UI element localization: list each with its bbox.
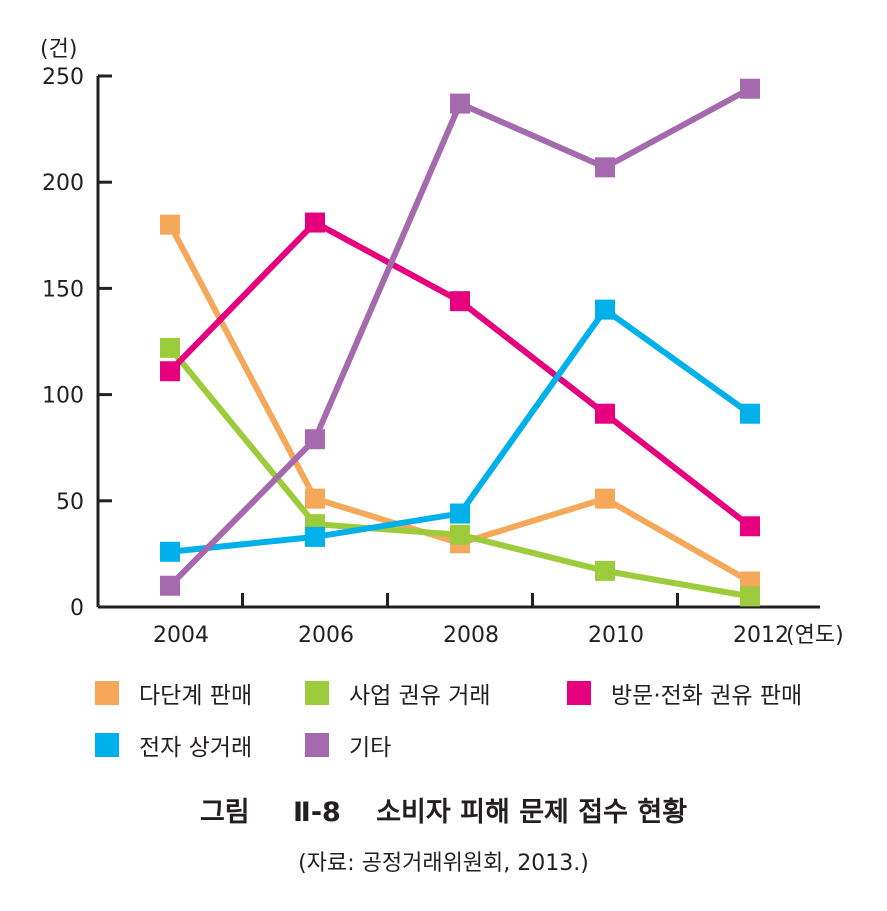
legend-item: 전자 상거래: [95, 728, 252, 762]
legend-item: 사업 권유 거래: [305, 676, 491, 710]
legend-swatch: [305, 733, 329, 757]
figure-caption: 그림 Ⅱ-8 소비자 피해 문제 접수 현황: [0, 790, 887, 829]
legend-swatch: [95, 681, 119, 705]
legend-label: 사업 권유 거래: [349, 676, 491, 710]
legend-item: 다단계 판매: [95, 676, 252, 710]
figure-source: (자료: 공정거래위원회, 2013.): [0, 845, 887, 877]
legend-swatch: [95, 733, 119, 757]
legend-swatch: [305, 681, 329, 705]
legend-item: 방문·전화 권유 판매: [567, 676, 802, 710]
figure-label: 그림: [200, 797, 250, 828]
legend-label: 다단계 판매: [139, 676, 252, 710]
legend-swatch: [567, 681, 591, 705]
figure-title: 소비자 피해 문제 접수 현황: [376, 797, 687, 828]
legend-label: 기타: [349, 728, 391, 762]
legend-item: 기타: [305, 728, 391, 762]
legend-label: 방문·전화 권유 판매: [611, 676, 802, 710]
figure-number: Ⅱ-8: [293, 797, 341, 828]
legend-label: 전자 상거래: [139, 728, 252, 762]
